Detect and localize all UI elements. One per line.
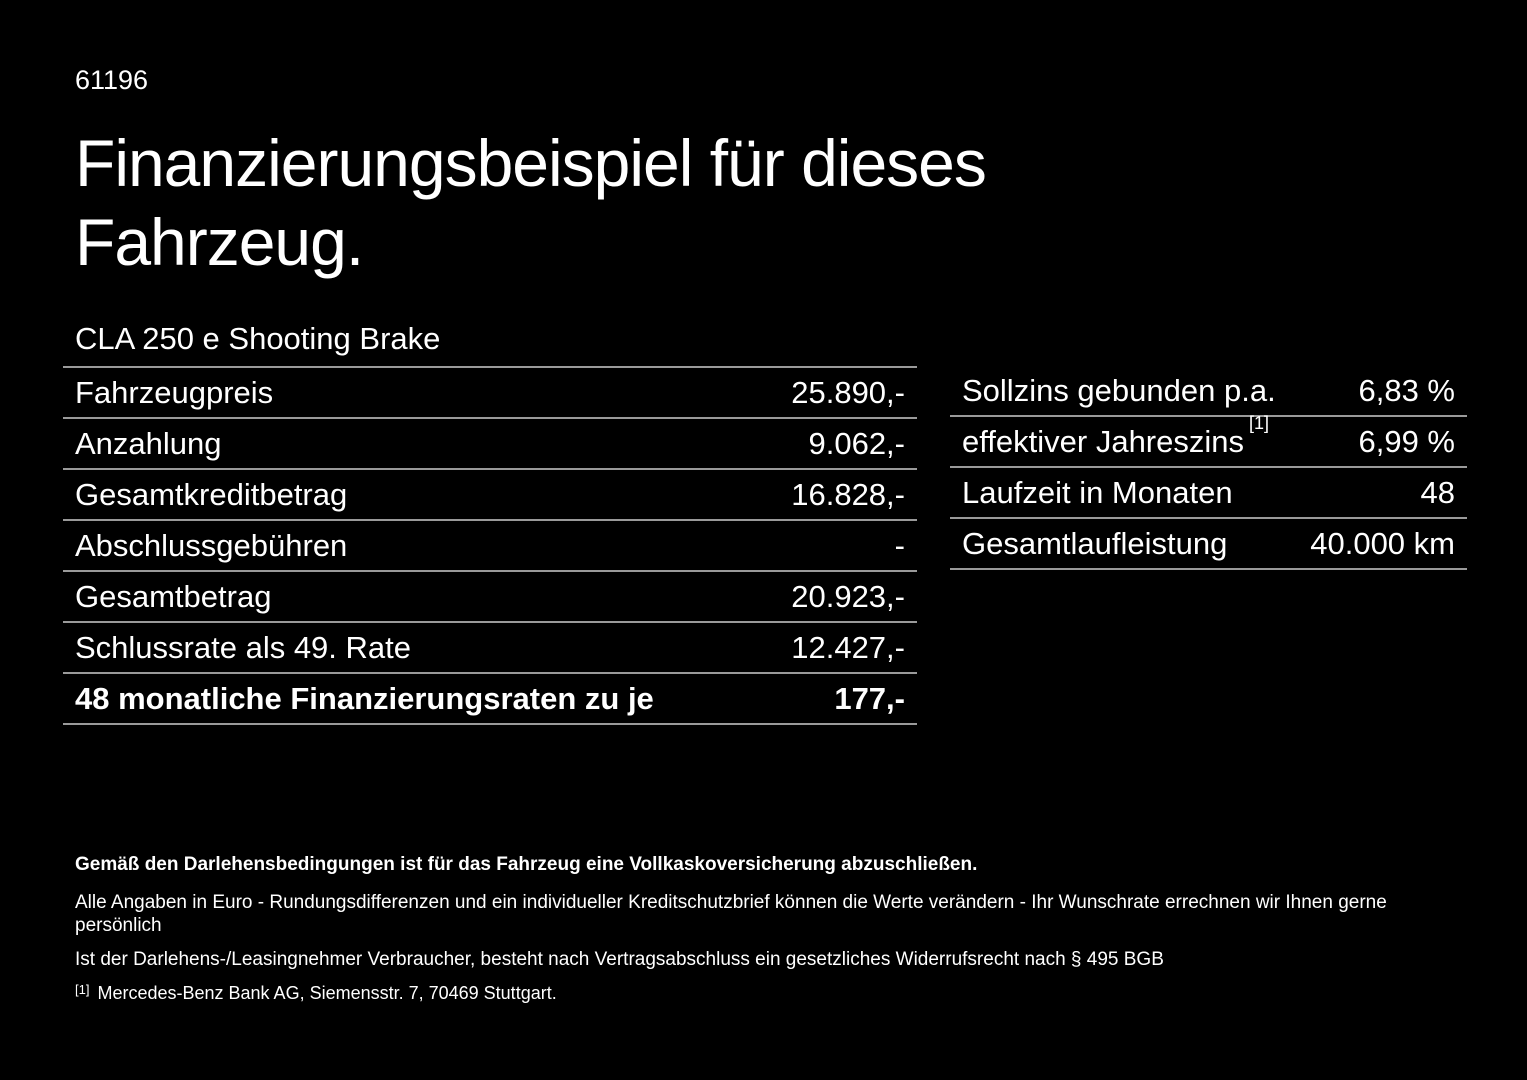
footnote-marker: [1] [75, 982, 90, 997]
row-label: Gesamtbetrag [75, 578, 272, 614]
row-value: 16.828,- [791, 476, 905, 512]
row-label: Anzahlung [75, 425, 222, 461]
doc-number: 61196 [75, 65, 149, 95]
table-row: Sollzins gebunden p.a. 6,83 % [950, 366, 1467, 417]
table-row: Abschlussgebühren - [63, 521, 917, 572]
financing-tables: Fahrzeugpreis 25.890,- Anzahlung 9.062,-… [63, 366, 1467, 725]
row-value: 6,83 % [1358, 372, 1455, 408]
bank-footnote: [1] Mercedes-Benz Bank AG, Siemensstr. 7,… [75, 982, 1467, 1006]
row-label: Schlussrate als 49. Rate [75, 629, 412, 665]
table-row: Anzahlung 9.062,- [63, 419, 917, 470]
table-row: Gesamtbetrag 20.923,- [63, 572, 917, 623]
row-value: 9.062,- [808, 425, 905, 461]
financing-sheet: 61196 Finanzierungsbeispiel für dieses F… [63, 65, 1467, 1006]
page-title: Finanzierungsbeispiel für dieses Fahrzeu… [75, 126, 987, 279]
table-row: Gesamtlaufleistung 40.000 km [950, 519, 1467, 570]
legal-notes: Gemäß den Darlehensbedingungen ist für d… [75, 853, 1467, 1006]
row-value: 177,- [834, 680, 905, 716]
table-row: Schlussrate als 49. Rate 12.427,- [63, 623, 917, 674]
financing-amounts-table: Fahrzeugpreis 25.890,- Anzahlung 9.062,-… [63, 366, 917, 725]
row-label: Gesamtkreditbetrag [75, 476, 348, 512]
table-row: Gesamtkreditbetrag 16.828,- [63, 470, 917, 521]
row-value: 25.890,- [791, 374, 905, 410]
withdrawal-note: Ist der Darlehens-/Leasingnehmer Verbrau… [75, 949, 1164, 970]
row-label: Sollzins gebunden p.a. [962, 372, 1276, 408]
row-value: 6,99 % [1358, 423, 1455, 459]
financing-conditions-table: Sollzins gebunden p.a. 6,83 % effektiver… [950, 366, 1467, 570]
vehicle-model-name: CLA 250 e Shooting Brake [75, 321, 441, 356]
row-value: 20.923,- [791, 578, 905, 614]
euro-note: Alle Angaben in Euro - Rundungsdifferenz… [75, 892, 1387, 936]
row-value: 40.000 km [1310, 525, 1455, 561]
table-row-monthly-rate: 48 monatliche Finanzierungsraten zu je 1… [63, 674, 917, 725]
footnote-reference: [1] [1249, 413, 1270, 434]
footnote-text: Mercedes-Benz Bank AG, Siemensstr. 7, 70… [97, 983, 557, 1003]
table-row: effektiver Jahreszins[1] 6,99 % [950, 413, 1467, 468]
row-label: Fahrzeugpreis [75, 374, 274, 410]
row-value: 12.427,- [791, 629, 905, 665]
row-label: Gesamtlaufleistung [962, 525, 1228, 561]
table-row: Fahrzeugpreis 25.890,- [63, 368, 917, 419]
row-value: 48 [1420, 474, 1455, 510]
row-label: Abschlussgebühren [75, 527, 348, 563]
insurance-note: Gemäß den Darlehensbedingungen ist für d… [75, 854, 978, 875]
row-label: effektiver Jahreszins[1] [962, 413, 1270, 459]
row-value: - [894, 527, 905, 563]
row-label: 48 monatliche Finanzierungsraten zu je [75, 680, 654, 716]
table-row: Laufzeit in Monaten 48 [950, 468, 1467, 519]
row-label: Laufzeit in Monaten [962, 474, 1233, 510]
